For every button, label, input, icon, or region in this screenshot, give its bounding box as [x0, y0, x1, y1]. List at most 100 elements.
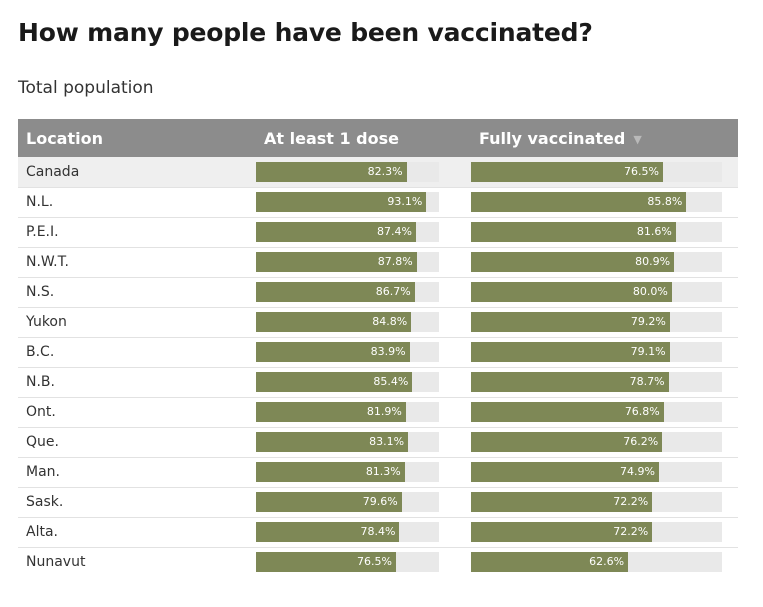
table-row: B.C. 83.9% 79.1%	[18, 337, 738, 367]
dose1-bar-track: 82.3%	[256, 161, 439, 182]
full-bar: 85.8%	[471, 192, 687, 212]
location-cell: N.W.T.	[26, 254, 69, 270]
dose1-bar: 78.4%	[256, 522, 400, 542]
dose1-cell: 87.4%	[256, 217, 471, 247]
location-cell: Ont.	[26, 404, 56, 420]
full-value-label: 81.6%	[636, 225, 672, 238]
chart-subtitle: Total population	[18, 78, 154, 98]
full-cell: 85.8%	[471, 187, 738, 217]
dose1-bar: 87.8%	[256, 252, 417, 272]
dose1-value-label: 78.4%	[360, 525, 396, 538]
full-bar: 62.6%	[471, 552, 629, 573]
sort-descending-icon[interactable]: ▼	[633, 132, 642, 146]
full-cell: 76.8%	[471, 397, 738, 427]
table-body: Canada 82.3% 76.5% N.L. 93.1% 85.8% P.E.I. 87.4…	[18, 157, 738, 577]
full-bar-track: 80.9%	[471, 252, 722, 272]
full-bar-track: 81.6%	[471, 222, 722, 242]
full-value-label: 80.0%	[632, 285, 668, 298]
dose1-bar: 82.3%	[256, 161, 407, 182]
full-bar: 79.2%	[471, 312, 670, 332]
full-cell: 76.2%	[471, 427, 738, 457]
table-row: N.B. 85.4% 78.7%	[18, 367, 738, 397]
dose1-bar: 76.5%	[256, 552, 396, 573]
full-bar-track: 76.2%	[471, 432, 722, 452]
dose1-value-label: 82.3%	[367, 164, 403, 178]
location-cell: Alta.	[26, 524, 58, 540]
dose1-bar-track: 81.3%	[256, 462, 439, 482]
full-cell: 78.7%	[471, 367, 738, 397]
dose1-bar-track: 86.7%	[256, 282, 439, 302]
dose1-value-label: 81.9%	[366, 405, 402, 418]
chart-title: How many people have been vaccinated?	[18, 18, 593, 47]
location-cell: Nunavut	[26, 554, 86, 571]
table-row: N.W.T. 87.8% 80.9%	[18, 247, 738, 277]
table-row: N.S. 86.7% 80.0%	[18, 277, 738, 307]
full-value-label: 79.1%	[630, 345, 666, 358]
dose1-bar: 83.1%	[256, 432, 409, 452]
dose1-cell: 81.9%	[256, 397, 471, 427]
dose1-bar: 85.4%	[256, 372, 413, 392]
full-cell: 76.5%	[471, 157, 738, 187]
column-header-full-label: Fully vaccinated	[479, 128, 626, 148]
dose1-cell: 83.1%	[256, 427, 471, 457]
dose1-value-label: 83.9%	[370, 345, 406, 358]
full-value-label: 79.2%	[630, 315, 666, 328]
full-bar: 79.1%	[471, 342, 670, 362]
dose1-cell: 82.3%	[256, 157, 471, 187]
table-header: Location At least 1 dose Fully vaccinate…	[18, 119, 738, 157]
full-bar: 76.2%	[471, 432, 663, 452]
dose1-bar-track: 84.8%	[256, 312, 439, 332]
location-cell: N.S.	[26, 284, 55, 300]
full-value-label: 78.7%	[629, 375, 665, 388]
dose1-bar-track: 83.1%	[256, 432, 439, 452]
full-value-label: 72.2%	[613, 525, 649, 538]
table-row: Que. 83.1% 76.2%	[18, 427, 738, 457]
full-value-label: 76.5%	[624, 164, 659, 178]
table-row: Man. 81.3% 74.9%	[18, 457, 738, 487]
full-bar-track: 62.6%	[471, 552, 722, 573]
column-header-dose1[interactable]: At least 1 dose	[256, 119, 471, 157]
location-cell: Canada	[26, 163, 80, 180]
dose1-cell: 85.4%	[256, 367, 471, 397]
full-cell: 81.6%	[471, 217, 738, 247]
dose1-bar-track: 83.9%	[256, 342, 439, 362]
full-value-label: 76.2%	[623, 435, 659, 448]
full-bar: 74.9%	[471, 462, 659, 482]
dose1-bar-track: 81.9%	[256, 402, 439, 422]
full-value-label: 72.2%	[613, 495, 649, 508]
full-bar: 81.6%	[471, 222, 676, 242]
full-value-label: 85.8%	[647, 195, 683, 208]
dose1-cell: 79.6%	[256, 487, 471, 517]
vaccination-table: Location At least 1 dose Fully vaccinate…	[18, 119, 738, 577]
full-bar: 80.9%	[471, 252, 675, 272]
column-header-location[interactable]: Location	[18, 119, 256, 157]
full-bar-track: 79.1%	[471, 342, 722, 362]
full-value-label: 62.6%	[589, 555, 625, 569]
full-bar: 78.7%	[471, 372, 669, 392]
full-bar: 76.8%	[471, 402, 664, 422]
full-bar-track: 74.9%	[471, 462, 722, 482]
full-value-label: 74.9%	[620, 465, 655, 478]
table-row: Sask. 79.6% 72.2%	[18, 487, 738, 517]
dose1-cell: 81.3%	[256, 457, 471, 487]
full-value-label: 76.8%	[624, 405, 660, 418]
dose1-bar-track: 76.5%	[256, 552, 439, 573]
dose1-value-label: 84.8%	[372, 315, 408, 328]
column-header-full[interactable]: Fully vaccinated ▼	[471, 119, 738, 157]
full-cell: 80.0%	[471, 277, 738, 307]
dose1-cell: 84.8%	[256, 307, 471, 337]
dose1-bar: 86.7%	[256, 282, 415, 302]
dose1-cell: 76.5%	[256, 547, 471, 577]
full-cell: 79.1%	[471, 337, 738, 367]
full-bar-track: 78.7%	[471, 372, 722, 392]
table-row: N.L. 93.1% 85.8%	[18, 187, 738, 217]
dose1-cell: 86.7%	[256, 277, 471, 307]
dose1-bar-track: 87.8%	[256, 252, 439, 272]
full-cell: 62.6%	[471, 547, 738, 577]
full-cell: 72.2%	[471, 487, 738, 517]
dose1-bar-track: 79.6%	[256, 492, 439, 512]
dose1-bar-track: 93.1%	[256, 192, 439, 212]
table-row: Canada 82.3% 76.5%	[18, 157, 738, 187]
dose1-cell: 78.4%	[256, 517, 471, 547]
